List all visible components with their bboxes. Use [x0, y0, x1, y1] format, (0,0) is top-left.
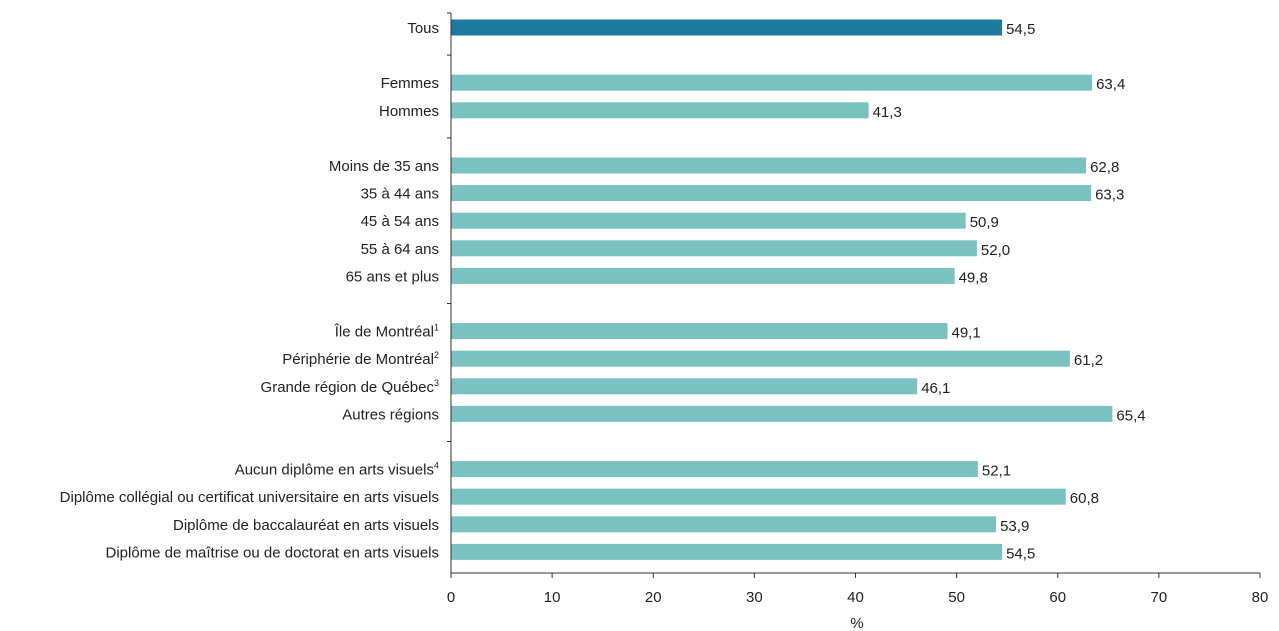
value-label-4-0: 52,1 — [982, 463, 1011, 480]
bar-1-1 — [451, 102, 869, 119]
axes: 0 10 20 30 40 50 60 70 80 — [447, 12, 1269, 606]
category-labels: Tous Femmes Hommes Moins de 35 ans 35 à 44 a… — [60, 20, 439, 561]
category-label-4-0: Aucun diplôme en arts visuels4 — [235, 461, 439, 479]
value-label-1-1: 41,3 — [873, 104, 902, 121]
x-tick-label-6: 60 — [1049, 589, 1066, 606]
bar-3-1 — [451, 350, 1070, 367]
value-label-3-2: 46,1 — [921, 380, 950, 397]
bar-2-0 — [451, 157, 1087, 174]
bar-3-0 — [451, 323, 948, 340]
value-label-4-3: 54,5 — [1006, 545, 1035, 562]
x-tick-label-5: 50 — [948, 589, 965, 606]
value-label-2-3: 52,0 — [981, 242, 1010, 259]
bar-3-2 — [451, 378, 918, 395]
category-label-2-2: 45 à 54 ans — [361, 213, 439, 230]
bar-2-2 — [451, 212, 966, 229]
category-label-3-3: Autres régions — [342, 406, 439, 423]
value-label-3-0: 49,1 — [952, 325, 981, 342]
bar-4-0 — [451, 461, 978, 478]
bar-4-1 — [451, 488, 1066, 505]
x-tick-label-7: 70 — [1151, 589, 1168, 606]
category-label-4-3: Diplôme de maîtrise ou de doctorat en ar… — [106, 544, 440, 561]
category-label-3-2: Grande région de Québec3 — [261, 378, 439, 396]
value-label-4-2: 53,9 — [1000, 518, 1029, 535]
bar-2-4 — [451, 267, 955, 284]
x-tick-label-2: 20 — [645, 589, 662, 606]
x-tick-label-3: 30 — [746, 589, 763, 606]
category-label-2-0: Moins de 35 ans — [329, 158, 439, 175]
category-label-3-1: Périphérie de Montréal2 — [282, 350, 439, 368]
value-label-4-1: 60,8 — [1070, 490, 1099, 507]
x-tick-label-0: 0 — [447, 589, 455, 606]
category-label-2-3: 55 à 64 ans — [361, 241, 439, 258]
x-tick-label-4: 40 — [847, 589, 864, 606]
value-label-2-0: 62,8 — [1090, 159, 1119, 176]
value-label-3-3: 65,4 — [1116, 407, 1145, 424]
category-label-2-4: 65 ans et plus — [346, 268, 439, 285]
bar-4-2 — [451, 516, 997, 533]
value-label-3-1: 61,2 — [1074, 352, 1103, 369]
x-tick-label-1: 10 — [544, 589, 561, 606]
bar-2-3 — [451, 240, 977, 257]
value-labels: 54,5 63,4 41,3 62,8 63,3 50,9 52,0 49,8 49,1 61,2… — [873, 21, 1146, 562]
category-label-3-0: Île de Montréal1 — [334, 323, 439, 341]
value-label-2-1: 63,3 — [1095, 187, 1124, 204]
category-label-2-1: 35 à 44 ans — [361, 186, 439, 203]
bar-3-3 — [451, 405, 1113, 422]
bar-2-1 — [451, 185, 1092, 202]
x-tick-label-8: 80 — [1252, 589, 1269, 606]
value-label-2-2: 50,9 — [970, 214, 999, 231]
category-label-1-0: Femmes — [381, 75, 439, 92]
bar-0-0 — [451, 19, 1003, 36]
value-label-2-4: 49,8 — [959, 269, 988, 286]
category-label-0-0: Tous — [407, 20, 439, 37]
value-label-0-0: 54,5 — [1006, 21, 1035, 38]
category-label-4-1: Diplôme collégial ou certificat universi… — [60, 489, 439, 506]
x-axis-title: % — [850, 615, 863, 631]
value-label-1-0: 63,4 — [1096, 76, 1125, 93]
bar-4-3 — [451, 543, 1003, 560]
bars-layer — [451, 19, 1113, 560]
category-label-4-2: Diplôme de baccalauréat en arts visuels — [173, 517, 439, 534]
bar-1-0 — [451, 74, 1093, 91]
category-label-1-1: Hommes — [379, 103, 439, 120]
